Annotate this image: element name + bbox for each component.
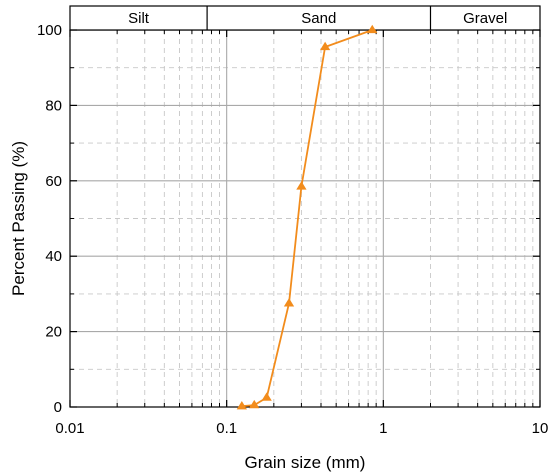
y-tick-label: 40 [45,248,62,265]
data-point-marker [367,24,378,34]
x-tick-label: 0.1 [216,420,237,437]
x-tick-label: 1 [379,420,387,437]
data-point-marker [283,298,295,307]
band-label-sand: Sand [301,10,336,27]
y-axis-label: Percent Passing (%) [9,141,28,296]
soil-class-header: Silt Sand Gravel [69,5,541,31]
minor-grid [70,30,540,407]
series-layer [236,24,378,410]
y-tick-label: 0 [54,399,62,416]
x-axis-label: Grain size (mm) [245,453,366,472]
y-tick-label: 20 [45,324,62,341]
y-tick-label: 80 [45,97,62,114]
y-tick-label: 100 [37,22,62,39]
band-label-silt: Silt [128,10,150,27]
major-grid [70,30,540,407]
data-point-marker [261,392,272,401]
axis-ticks [69,29,541,408]
x-tick-labels: 0.01 0.1 1 10 [55,420,548,437]
data-point-marker [249,399,260,409]
band-label-gravel: Gravel [463,10,507,27]
x-tick-label: 0.01 [55,420,84,437]
y-tick-labels: 0 20 40 60 80 100 [37,22,62,416]
y-tick-label: 60 [45,173,62,190]
data-point-marker [296,181,307,190]
x-tick-label: 10 [532,420,549,437]
data-point-marker [236,401,247,410]
header-box [69,5,541,31]
data-point-marker [319,41,331,51]
